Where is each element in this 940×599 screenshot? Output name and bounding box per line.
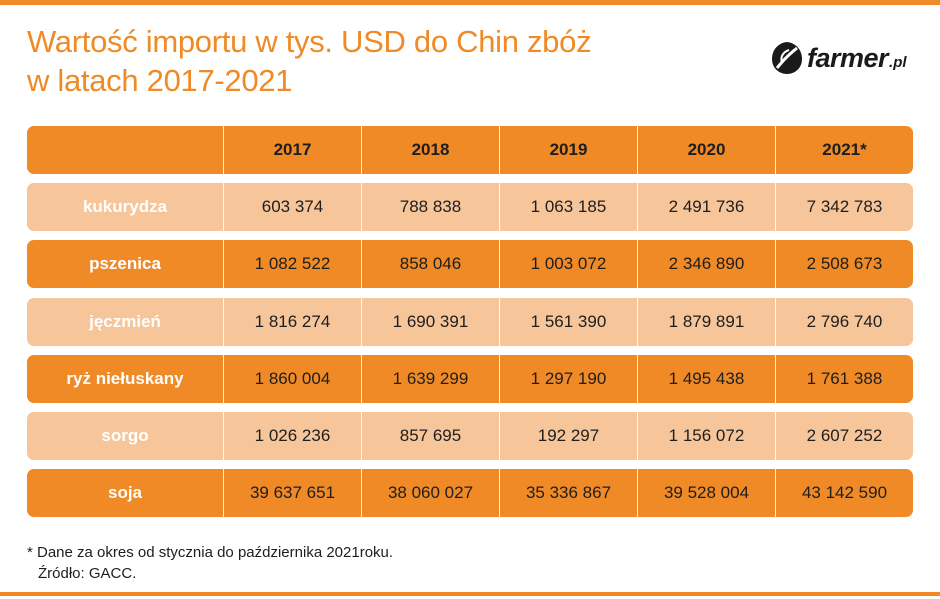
- table-row: jęczmień 1 816 274 1 690 391 1 561 390 1 879…: [27, 298, 913, 346]
- value-cell: 788 838: [361, 183, 499, 231]
- logo-tld: .pl: [889, 54, 907, 71]
- value-cell: 1 082 522: [223, 240, 361, 288]
- table-row: ryż niełuskany 1 860 004 1 639 299 1 297 19…: [27, 355, 913, 403]
- logo-text: farmer: [807, 42, 889, 73]
- value-cell: 857 695: [361, 412, 499, 460]
- row-label: soja: [107, 483, 143, 502]
- top-accent-bar: [0, 0, 940, 5]
- value-cell: 1 297 190: [499, 355, 637, 403]
- column-header: 2018: [361, 126, 499, 174]
- value-cell: 2 508 673: [775, 240, 913, 288]
- column-header: 2021*: [775, 126, 913, 174]
- footnote-note: * Dane za okres od stycznia do październ…: [27, 544, 394, 561]
- table-row: soja 39 637 651 38 060 027 35 336 867 39 528…: [27, 469, 913, 517]
- value-cell: 1 860 004: [223, 355, 361, 403]
- value-cell: 39 637 651: [223, 469, 361, 517]
- value-cell: 1 816 274: [223, 298, 361, 346]
- value-cell: 858 046: [361, 240, 499, 288]
- value-cell: 603 374: [223, 183, 361, 231]
- value-cell: 1 639 299: [361, 355, 499, 403]
- value-cell: 1 879 891: [637, 298, 775, 346]
- page-title: Wartość importu w tys. USD do Chin zbóż …: [27, 22, 747, 100]
- title-line-1: Wartość importu w tys. USD do Chin zbóż: [27, 24, 592, 59]
- value-cell: 1 690 391: [361, 298, 499, 346]
- leaf-icon: [772, 42, 802, 74]
- row-label: jęczmień: [89, 312, 161, 331]
- value-cell: 39 528 004: [637, 469, 775, 517]
- header-empty-cell: [27, 126, 223, 174]
- value-cell: 1 063 185: [499, 183, 637, 231]
- value-cell: 1 156 072: [637, 412, 775, 460]
- value-cell: 1 761 388: [775, 355, 913, 403]
- row-label: sorgo: [101, 426, 149, 445]
- value-cell: 1 561 390: [499, 298, 637, 346]
- value-cell: 7 342 783: [775, 183, 913, 231]
- column-header: 2020: [637, 126, 775, 174]
- farmer-logo: farmer .pl: [770, 38, 907, 78]
- table-row: sorgo 1 026 236 857 695 192 297 1 156 072 2 6…: [27, 412, 913, 460]
- value-cell: 192 297: [499, 412, 637, 460]
- row-label: kukurydza: [82, 197, 168, 216]
- value-cell: 1 003 072: [499, 240, 637, 288]
- footnote-source: Źródło: GACC.: [38, 565, 137, 582]
- bottom-accent-bar: [0, 592, 940, 596]
- value-cell: 2 607 252: [775, 412, 913, 460]
- value-cell: 35 336 867: [499, 469, 637, 517]
- value-cell: 2 796 740: [775, 298, 913, 346]
- table-row: kukurydza 603 374 788 838 1 063 185 2 491 73…: [27, 183, 913, 231]
- value-cell: 38 060 027: [361, 469, 499, 517]
- value-cell: 43 142 590: [775, 469, 913, 517]
- footnote: * Dane za okres od stycznia do październ…: [27, 542, 393, 584]
- value-cell: 1 495 438: [637, 355, 775, 403]
- row-label: pszenica: [89, 254, 161, 273]
- table-header-row: 2017 2018 2019 2020 2021*: [27, 126, 913, 174]
- value-cell: 1 026 236: [223, 412, 361, 460]
- value-cell: 2 491 736: [637, 183, 775, 231]
- title-line-2: w latach 2017-2021: [27, 63, 293, 98]
- column-header: 2019: [499, 126, 637, 174]
- row-label: ryż niełuskany: [66, 369, 184, 388]
- value-cell: 2 346 890: [637, 240, 775, 288]
- column-header: 2017: [223, 126, 361, 174]
- table-row: pszenica 1 082 522 858 046 1 003 072 2 346 8…: [27, 240, 913, 288]
